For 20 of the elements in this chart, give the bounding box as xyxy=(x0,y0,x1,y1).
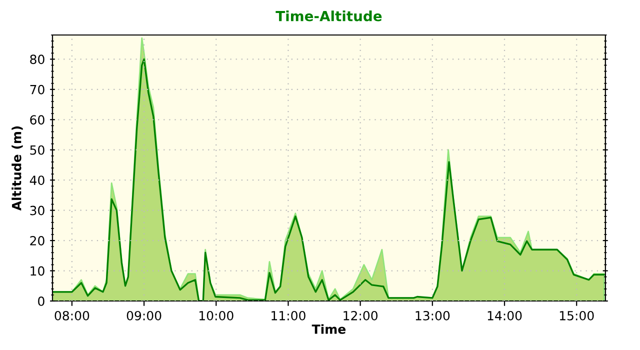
x-tick-label: 10:00 xyxy=(199,310,234,320)
x-tick-label: 11:00 xyxy=(272,310,306,320)
chart-title: Time-Altitude xyxy=(276,10,382,22)
y-tick-label: 30 xyxy=(30,206,44,216)
y-tick-label: 20 xyxy=(30,236,44,246)
x-axis-title: Time xyxy=(312,324,346,334)
x-tick-label: 12:00 xyxy=(344,310,378,320)
x-tick-label: 15:00 xyxy=(560,310,594,320)
y-tick-label: 70 xyxy=(30,84,44,94)
y-axis-title: Altitude (m) xyxy=(12,126,23,211)
y-tick-label: 10 xyxy=(30,266,44,276)
x-tick-label: 14:00 xyxy=(488,310,522,320)
x-tick-label: 09:00 xyxy=(126,310,162,320)
y-tick-label: 60 xyxy=(30,115,44,125)
y-tick-label: 50 xyxy=(30,145,44,155)
y-tick-label: 0 xyxy=(38,296,44,306)
y-tick-label: 80 xyxy=(30,54,44,64)
x-tick-label: 13:00 xyxy=(416,310,450,320)
y-tick-label: 40 xyxy=(30,176,44,186)
x-tick-label: 08:00 xyxy=(54,310,90,320)
